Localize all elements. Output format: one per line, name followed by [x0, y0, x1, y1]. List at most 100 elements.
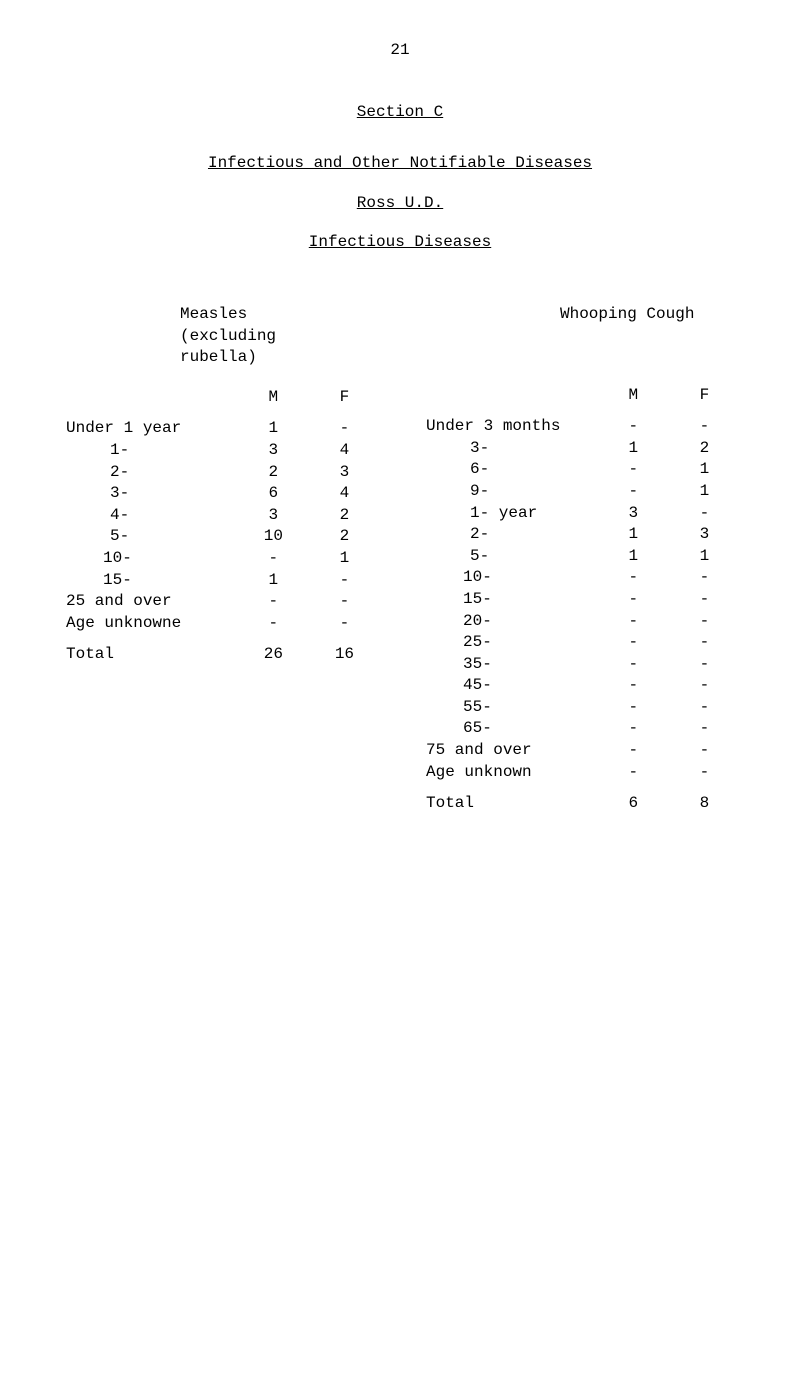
row-label: 10- — [420, 567, 598, 589]
row-f: - — [309, 570, 380, 592]
row-f: - — [669, 416, 740, 438]
row-m: 1 — [238, 418, 309, 440]
row-f: 1 — [309, 548, 380, 570]
table-row: 1- year3- — [420, 503, 740, 525]
row-m: - — [598, 718, 669, 740]
row-f: - — [669, 503, 740, 525]
row-m: - — [598, 589, 669, 611]
table-row: 5-11 — [420, 546, 740, 568]
row-label: 75 and over — [420, 740, 598, 762]
table-row: Under 3 months-- — [420, 416, 740, 438]
table-row: 25 and over-- — [60, 591, 380, 613]
row-f: 1 — [669, 459, 740, 481]
row-m: 1 — [598, 524, 669, 546]
total-f: 8 — [669, 793, 740, 815]
row-f: - — [669, 740, 740, 762]
row-m: - — [598, 567, 669, 589]
table-row: 10--1 — [60, 548, 380, 570]
row-label: 35- — [420, 654, 598, 676]
row-label: Under 3 months — [420, 416, 598, 438]
row-m: 3 — [598, 503, 669, 525]
measles-header-row: M F — [60, 387, 380, 419]
row-m: 6 — [238, 483, 309, 505]
row-m: - — [598, 416, 669, 438]
row-label: 10- — [60, 548, 238, 570]
table-row: 10--- — [420, 567, 740, 589]
row-f: 2 — [309, 505, 380, 527]
row-label: 3- — [420, 438, 598, 460]
subtitle-infectious: Infectious Diseases — [60, 232, 740, 254]
whooping-col-f: F — [669, 385, 740, 417]
table-row: 20--- — [420, 611, 740, 633]
row-m: - — [598, 459, 669, 481]
table-row: 15-1- — [60, 570, 380, 592]
row-m: - — [598, 481, 669, 503]
table-row: 3-64 — [60, 483, 380, 505]
row-f: 4 — [309, 483, 380, 505]
row-label: 55- — [420, 697, 598, 719]
table-row: Under 1 year1- — [60, 418, 380, 440]
row-f: - — [669, 697, 740, 719]
row-m: 1 — [598, 546, 669, 568]
measles-table-block: Measles (excluding rubella) M F Under 1 … — [60, 304, 380, 666]
table-row: 2-23 — [60, 462, 380, 484]
row-m: - — [598, 611, 669, 633]
spacer — [420, 783, 740, 793]
row-f: - — [669, 567, 740, 589]
row-m: 10 — [238, 526, 309, 548]
table-row: Age unknown-- — [420, 762, 740, 784]
total-label: Total — [60, 644, 238, 666]
total-m: 26 — [238, 644, 309, 666]
row-f: - — [669, 611, 740, 633]
table-row: 35--- — [420, 654, 740, 676]
table-row: 25--- — [420, 632, 740, 654]
row-m: 1 — [238, 570, 309, 592]
row-label: 1- year — [420, 503, 598, 525]
row-label: 15- — [60, 570, 238, 592]
row-label: 5- — [420, 546, 598, 568]
table-row: 65--- — [420, 718, 740, 740]
row-label: Age unknown — [420, 762, 598, 784]
table-row: 75 and over-- — [420, 740, 740, 762]
row-f: - — [669, 762, 740, 784]
row-m: - — [238, 613, 309, 635]
row-label: 5- — [60, 526, 238, 548]
row-m: - — [238, 548, 309, 570]
table-row: 9--1 — [420, 481, 740, 503]
table-row: 2-13 — [420, 524, 740, 546]
row-m: - — [598, 654, 669, 676]
row-f: 2 — [669, 438, 740, 460]
row-label: Under 1 year — [60, 418, 238, 440]
table-row: 3-12 — [420, 438, 740, 460]
row-label: 2- — [420, 524, 598, 546]
row-m: - — [598, 762, 669, 784]
row-f: - — [669, 654, 740, 676]
row-f: 3 — [669, 524, 740, 546]
total-m: 6 — [598, 793, 669, 815]
table-row: 6--1 — [420, 459, 740, 481]
total-f: 16 — [309, 644, 380, 666]
measles-col-f: F — [309, 387, 380, 419]
row-label: 3- — [60, 483, 238, 505]
row-f: 4 — [309, 440, 380, 462]
table-row: 45--- — [420, 675, 740, 697]
row-label: 9- — [420, 481, 598, 503]
main-title: Infectious and Other Notifiable Diseases — [60, 153, 740, 175]
row-label: 65- — [420, 718, 598, 740]
page-number: 21 — [60, 40, 740, 62]
whooping-table: M F Under 3 months-- 3-12 6--1 9--1 1- y… — [420, 385, 740, 815]
whooping-header-row: M F — [420, 385, 740, 417]
row-m: 2 — [238, 462, 309, 484]
table-row: Age unknowne-- — [60, 613, 380, 635]
row-m: - — [598, 740, 669, 762]
measles-total-row: Total2616 — [60, 644, 380, 666]
table-row: 55--- — [420, 697, 740, 719]
table-row: 15--- — [420, 589, 740, 611]
row-f: - — [309, 613, 380, 635]
row-f: - — [309, 591, 380, 613]
row-label: 25 and over — [60, 591, 238, 613]
tables-container: Measles (excluding rubella) M F Under 1 … — [60, 304, 740, 815]
row-f: - — [669, 632, 740, 654]
whooping-heading: Whooping Cough — [560, 304, 740, 326]
row-label: Age unknowne — [60, 613, 238, 635]
